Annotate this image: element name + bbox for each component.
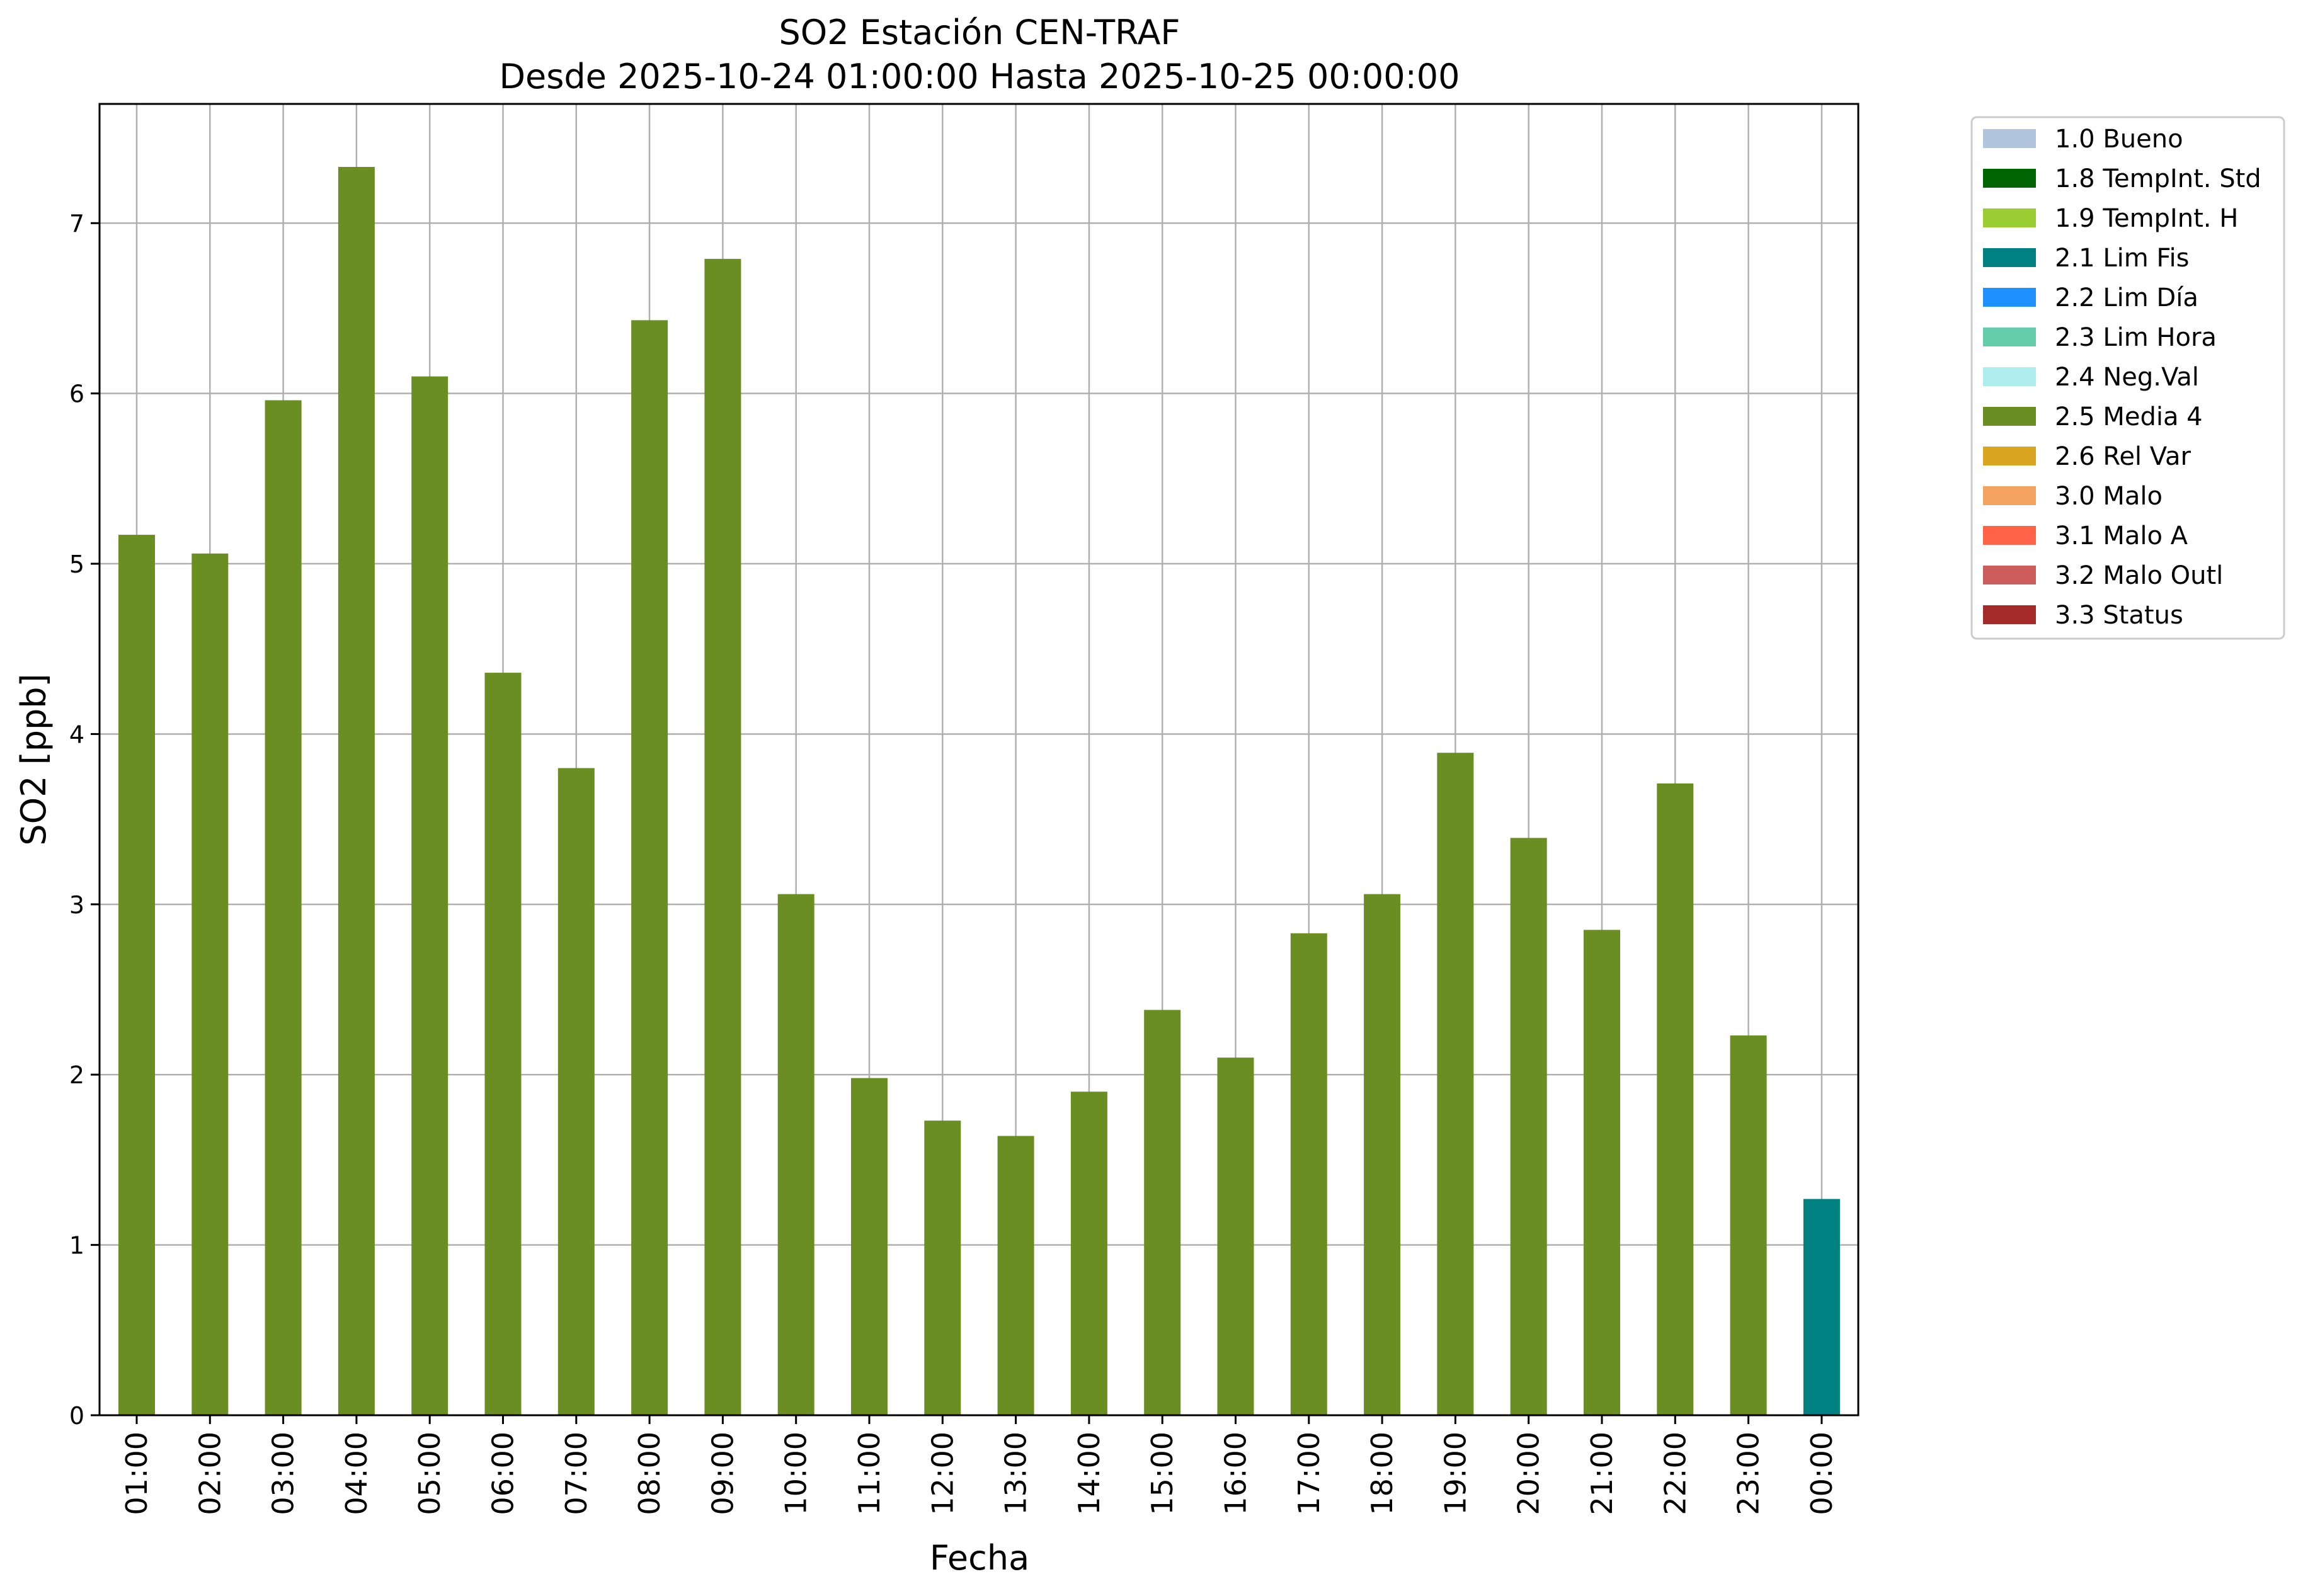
x-tick-label: 03:00 bbox=[266, 1432, 300, 1515]
bar bbox=[924, 1120, 961, 1415]
bar bbox=[484, 673, 522, 1415]
legend-label: 2.1 Lim Fis bbox=[2055, 244, 2189, 273]
bar bbox=[265, 400, 302, 1415]
bar bbox=[191, 553, 229, 1415]
chart-subtitle: Desde 2025-10-24 01:00:00 Hasta 2025-10-… bbox=[499, 57, 1460, 96]
legend-swatch bbox=[1983, 328, 2036, 346]
bar bbox=[411, 376, 449, 1416]
y-tick-label: 3 bbox=[69, 891, 84, 919]
chart-title: SO2 Estación CEN-TRAF bbox=[779, 13, 1180, 52]
legend-swatch bbox=[1983, 407, 2036, 426]
legend-swatch bbox=[1983, 129, 2036, 148]
legend-swatch bbox=[1983, 447, 2036, 465]
x-tick-label: 13:00 bbox=[999, 1432, 1033, 1515]
bar bbox=[1584, 930, 1620, 1415]
bars bbox=[118, 167, 1840, 1416]
y-axis-label: SO2 [ppb] bbox=[14, 673, 54, 845]
bar bbox=[1290, 933, 1327, 1415]
legend-label: 1.8 TempInt. Std bbox=[2055, 164, 2261, 193]
x-tick-label: 23:00 bbox=[1732, 1432, 1766, 1515]
bar bbox=[704, 259, 741, 1415]
bar bbox=[631, 320, 668, 1416]
bar bbox=[1803, 1199, 1840, 1415]
x-axis-label: Fecha bbox=[930, 1538, 1029, 1578]
legend-label: 2.4 Neg.Val bbox=[2055, 363, 2199, 392]
legend-label: 2.2 Lim Día bbox=[2055, 283, 2198, 312]
bar bbox=[777, 894, 814, 1415]
bar bbox=[1364, 894, 1401, 1415]
x-tick-label: 12:00 bbox=[925, 1432, 959, 1515]
y-tick-label: 7 bbox=[69, 210, 84, 237]
legend-label: 3.0 Malo bbox=[2055, 482, 2163, 511]
x-tick-label: 14:00 bbox=[1072, 1432, 1106, 1515]
x-tick-label: 01:00 bbox=[120, 1432, 154, 1515]
bar bbox=[997, 1136, 1034, 1415]
legend-swatch bbox=[1983, 526, 2036, 545]
y-tick-label: 1 bbox=[69, 1232, 84, 1260]
bar bbox=[1657, 783, 1694, 1415]
x-tick-label: 17:00 bbox=[1292, 1432, 1326, 1515]
x-tick-label: 02:00 bbox=[193, 1432, 227, 1515]
x-tick-label: 15:00 bbox=[1145, 1432, 1179, 1515]
bar bbox=[1730, 1035, 1767, 1415]
x-tick-label: 10:00 bbox=[779, 1432, 813, 1515]
x-tick-label: 11:00 bbox=[852, 1432, 886, 1515]
y-tick-label: 4 bbox=[69, 721, 84, 748]
x-tick-label: 16:00 bbox=[1219, 1432, 1253, 1515]
x-tick-label: 08:00 bbox=[632, 1432, 666, 1515]
legend-label: 1.9 TempInt. H bbox=[2055, 204, 2238, 233]
x-tick-label: 07:00 bbox=[559, 1432, 593, 1515]
y-tick-label: 0 bbox=[69, 1402, 84, 1430]
x-tick-label: 22:00 bbox=[1658, 1432, 1692, 1515]
legend-frame bbox=[1970, 116, 2285, 640]
legend-label: 1.0 Bueno bbox=[2055, 125, 2183, 154]
legend-swatch bbox=[1983, 208, 2036, 227]
y-tick-label: 6 bbox=[69, 380, 84, 408]
legend-label: 3.2 Malo Outl bbox=[2055, 561, 2223, 590]
legend: 1.0 Bueno 1.8 TempInt. Std 1.9 TempInt. H 2… bbox=[1970, 116, 2285, 640]
y-axis: 0 1 2 3 4 5 6 7 bbox=[69, 210, 100, 1430]
legend-label: 2.3 Lim Hora bbox=[2055, 323, 2217, 352]
bar bbox=[118, 535, 155, 1415]
bar bbox=[557, 768, 595, 1415]
legend-swatch bbox=[1983, 169, 2036, 188]
x-tick-label: 21:00 bbox=[1585, 1432, 1619, 1515]
x-tick-label: 04:00 bbox=[340, 1432, 374, 1515]
legend-swatch bbox=[1983, 288, 2036, 307]
x-tick-label: 09:00 bbox=[706, 1432, 740, 1515]
plot-frame bbox=[98, 103, 1860, 1416]
legend-swatch bbox=[1983, 486, 2036, 505]
legend-swatch bbox=[1983, 605, 2036, 624]
bar bbox=[851, 1078, 888, 1415]
legend-label: 3.1 Malo A bbox=[2055, 522, 2188, 550]
legend-label: 2.6 Rel Var bbox=[2055, 442, 2192, 471]
legend-swatch bbox=[1983, 248, 2036, 267]
legend-swatch bbox=[1983, 566, 2036, 584]
y-tick-label: 5 bbox=[69, 550, 84, 578]
legend-swatch bbox=[1983, 367, 2036, 386]
legend-label: 3.3 Status bbox=[2055, 601, 2183, 630]
bar bbox=[1217, 1057, 1254, 1415]
x-tick-label: 20:00 bbox=[1512, 1432, 1546, 1515]
x-tick-label: 00:00 bbox=[1805, 1432, 1839, 1515]
bar bbox=[1437, 753, 1474, 1415]
x-tick-label: 06:00 bbox=[486, 1432, 520, 1515]
bar bbox=[338, 167, 375, 1415]
bar bbox=[1144, 1010, 1181, 1415]
x-axis: 01:00 02:00 03:00 04:00 05:00 06:00 07:00 08:00… bbox=[120, 1415, 1839, 1515]
legend-label: 2.5 Media 4 bbox=[2055, 402, 2203, 431]
x-tick-label: 18:00 bbox=[1365, 1432, 1399, 1515]
x-tick-label: 19:00 bbox=[1438, 1432, 1472, 1515]
bar bbox=[1070, 1092, 1107, 1415]
x-tick-label: 05:00 bbox=[413, 1432, 447, 1515]
y-tick-label: 2 bbox=[69, 1061, 84, 1089]
bar bbox=[1510, 838, 1547, 1415]
